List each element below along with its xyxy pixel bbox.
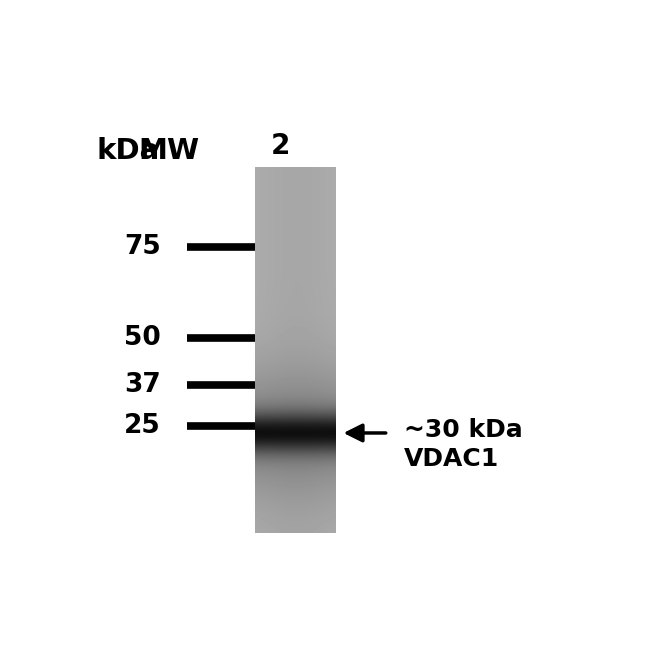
Text: 75: 75 (124, 233, 161, 259)
Text: VDAC1: VDAC1 (404, 447, 499, 471)
Text: 25: 25 (124, 413, 161, 439)
Text: 2: 2 (270, 131, 290, 159)
Text: MW: MW (139, 136, 200, 164)
Text: kDa: kDa (96, 136, 160, 164)
Text: 50: 50 (124, 325, 161, 351)
Text: ~30 kDa: ~30 kDa (404, 419, 523, 443)
Text: 37: 37 (124, 372, 161, 398)
